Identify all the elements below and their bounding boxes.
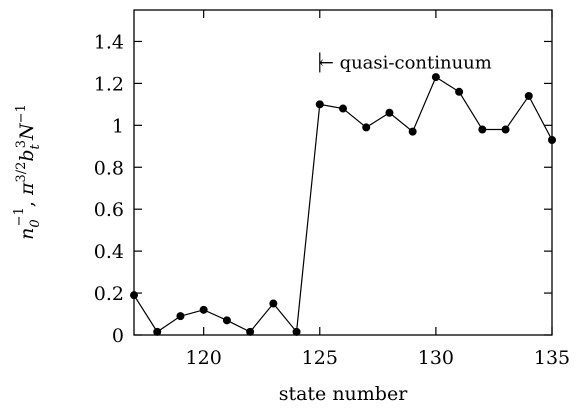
x-tick-label: 125 (302, 347, 338, 369)
data-point (478, 125, 487, 134)
data-point (130, 291, 138, 300)
data-point (408, 127, 417, 136)
data-points (130, 73, 556, 336)
y-tick-label: 0.6 (94, 199, 124, 221)
data-point (385, 108, 394, 117)
data-point (153, 327, 162, 336)
annotation-label: ← quasi-continuum (319, 52, 492, 73)
x-tick-label: 130 (418, 347, 454, 369)
y-tick-label: 1.4 (94, 31, 124, 53)
data-point (292, 327, 301, 336)
y-tick-label: 0.4 (94, 241, 124, 263)
plot-frame (133, 9, 553, 336)
y-tick-label: 1 (112, 115, 124, 137)
data-point (222, 316, 231, 325)
data-point (524, 91, 533, 100)
data-point (548, 136, 556, 144)
data-point (246, 327, 255, 336)
data-point (501, 125, 510, 134)
data-point (339, 104, 347, 113)
y-tick-label: 0 (112, 325, 124, 347)
x-tick-label: 120 (186, 347, 222, 369)
data-point (362, 123, 371, 132)
data-point (199, 305, 208, 314)
data-point (176, 312, 185, 321)
data-point (315, 100, 324, 109)
y-axis-label: n0−1, π3/2bt3N−1 (12, 104, 43, 240)
x-axis-label: state number (279, 383, 409, 405)
data-point (431, 73, 440, 82)
y-axis: 0 0.2 0.4 0.6 0.8 1 1.2 1.4 (94, 31, 552, 347)
series-line (133, 76, 553, 334)
data-point (455, 87, 464, 96)
data-point (269, 299, 278, 308)
y-tick-label: 0.8 (94, 157, 124, 179)
x-tick-label: 135 (534, 347, 570, 369)
x-axis: 120 125 130 135 (186, 10, 570, 369)
y-tick-label: 1.2 (94, 73, 124, 95)
annotation: ← quasi-continuum (319, 52, 492, 73)
y-tick-label: 0.2 (94, 283, 124, 305)
